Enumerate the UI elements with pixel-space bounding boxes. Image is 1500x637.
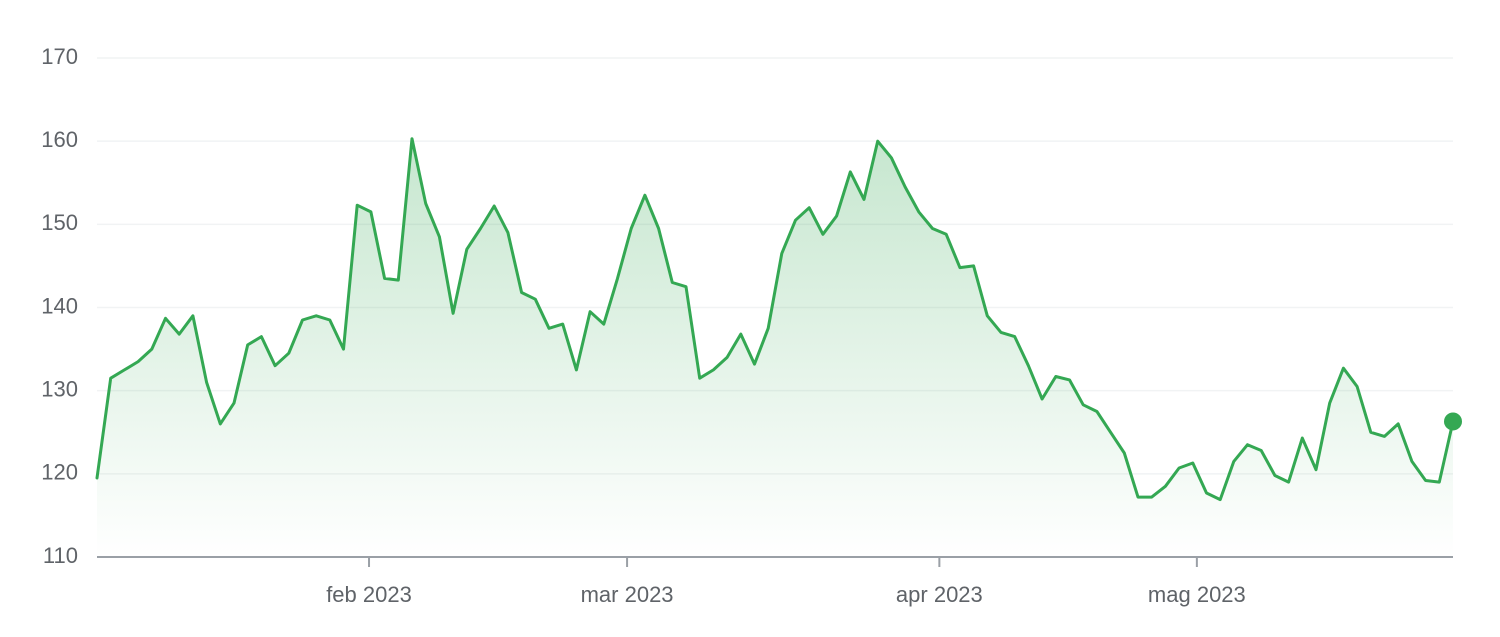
last-point: [1444, 412, 1462, 431]
x-tick-label: mar 2023: [581, 582, 674, 607]
y-tick-label: 140: [41, 293, 78, 318]
y-tick-label: 170: [41, 44, 78, 69]
x-tick-label: mag 2023: [1148, 582, 1246, 607]
y-tick-label: 130: [41, 376, 78, 401]
y-tick-label: 160: [41, 127, 78, 152]
x-tick-label: feb 2023: [326, 582, 412, 607]
y-tick-label: 150: [41, 210, 78, 235]
line: [95, 137, 1455, 502]
y-tick-label: 120: [41, 460, 78, 485]
x-tick-label: apr 2023: [896, 582, 983, 607]
area: [97, 138, 1453, 557]
y-tick-label: 110: [43, 543, 78, 568]
